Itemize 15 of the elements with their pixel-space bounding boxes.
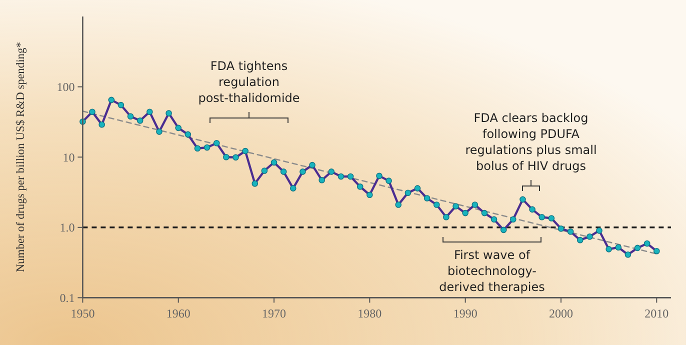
x-tick-label: 2010 [644, 306, 669, 321]
y-tick-label: 100 [56, 80, 75, 94]
y-tick-label: 0.1 [60, 290, 75, 305]
annotation: First wave of biotechnology- derived therapies [439, 248, 545, 294]
x-tick-label: 1950 [70, 306, 95, 321]
x-tick-label: 1990 [453, 306, 478, 321]
y-axis-title: Number of drugs per billion US$ R&D spending* [15, 42, 27, 272]
annotation: FDA clears backlog following PDUFA regulations plus small bolus of HIV drugs [465, 111, 597, 173]
x-tick-label: 1980 [358, 306, 382, 321]
annotation: FDA tightens regulation post-thalidomide [198, 59, 300, 105]
x-tick-label: 1970 [262, 306, 286, 321]
y-tick-label: 10 [62, 150, 75, 164]
x-tick-label: 2000 [548, 306, 573, 321]
y-tick-label: 1.0 [60, 220, 75, 235]
x-tick-label: 1960 [166, 306, 190, 321]
